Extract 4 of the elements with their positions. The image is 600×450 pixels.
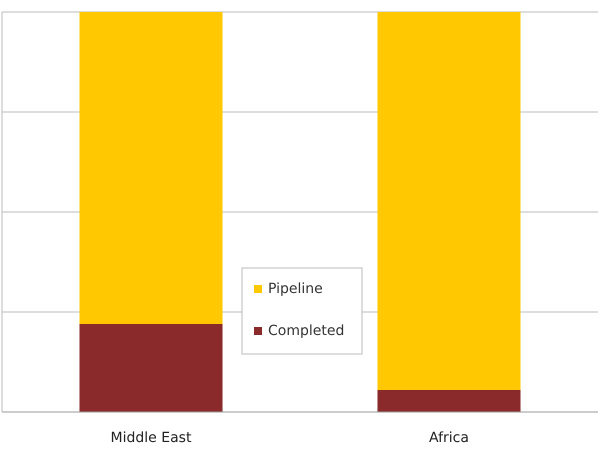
x-tick-label: Africa — [429, 430, 469, 446]
legend-label: Pipeline — [268, 281, 323, 297]
x-tick-label: Middle East — [110, 430, 192, 446]
legend-label: Completed — [268, 323, 344, 339]
